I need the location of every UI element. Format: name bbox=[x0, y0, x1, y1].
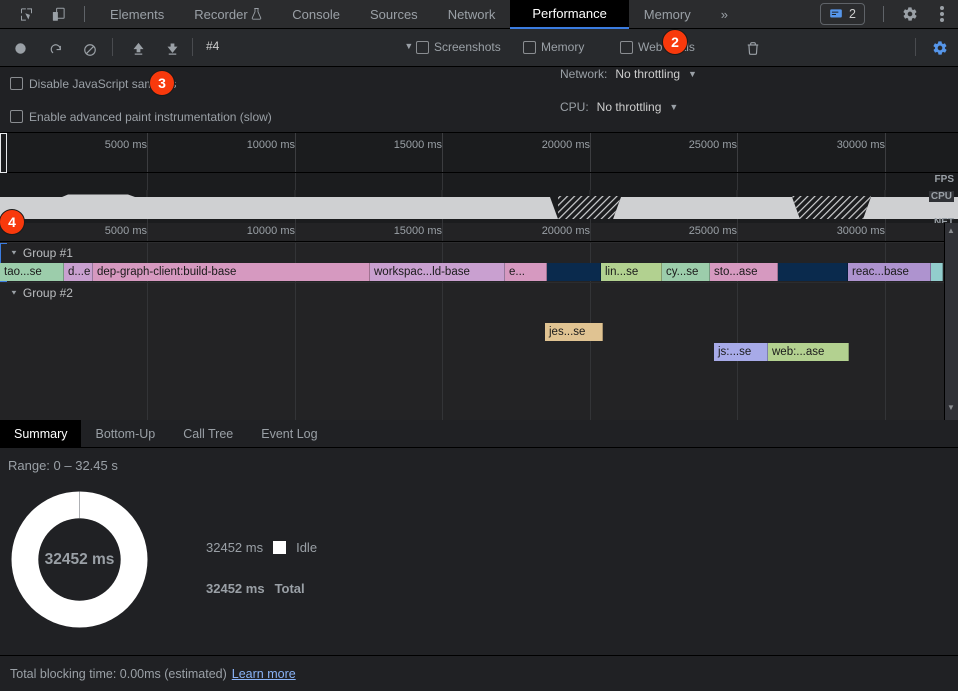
svg-text:32452 ms: 32452 ms bbox=[45, 551, 115, 568]
